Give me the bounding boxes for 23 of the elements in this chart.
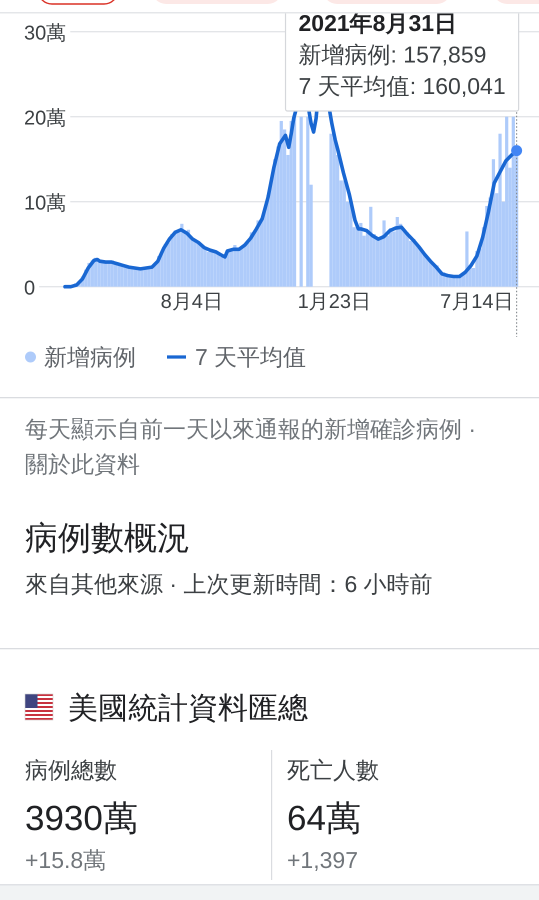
text: 美國統計資料匯總 bbox=[68, 692, 308, 725]
annotation: 新增病例: 157,859 bbox=[298, 42, 486, 68]
y-tick-label: 10萬 bbox=[24, 192, 66, 215]
legend-label: 7 天平均值 bbox=[195, 344, 306, 370]
text: 死亡人數 bbox=[287, 757, 379, 783]
y-tick-label: 30萬 bbox=[24, 22, 66, 45]
text: 3930萬 bbox=[25, 799, 138, 838]
x-tick-label: 1月23日 bbox=[298, 291, 372, 313]
text: +1,397 bbox=[287, 847, 358, 873]
annotation: 2021年8月31日 bbox=[298, 10, 458, 36]
text: 病例數概況 bbox=[25, 519, 190, 556]
text: 病例總數 bbox=[25, 757, 117, 783]
text: 關於此資料 bbox=[25, 451, 140, 477]
text: 每天顯示自前一天以來通報的新增確診病例 · bbox=[25, 416, 476, 442]
x-tick-label: 7月14日 bbox=[440, 291, 514, 313]
legend-label: 新增病例 bbox=[44, 344, 136, 370]
y-tick-label: 20萬 bbox=[24, 108, 66, 130]
text: 64萬 bbox=[287, 799, 361, 838]
x-tick-label: 8月4日 bbox=[160, 291, 223, 313]
text: +15.8萬 bbox=[25, 847, 106, 873]
y-tick-label: 0 bbox=[24, 278, 36, 300]
annotation: 7 天平均值: 160,041 bbox=[298, 73, 506, 99]
text: 來自其他來源 · 上次更新時間：6 小時前 bbox=[25, 571, 433, 597]
